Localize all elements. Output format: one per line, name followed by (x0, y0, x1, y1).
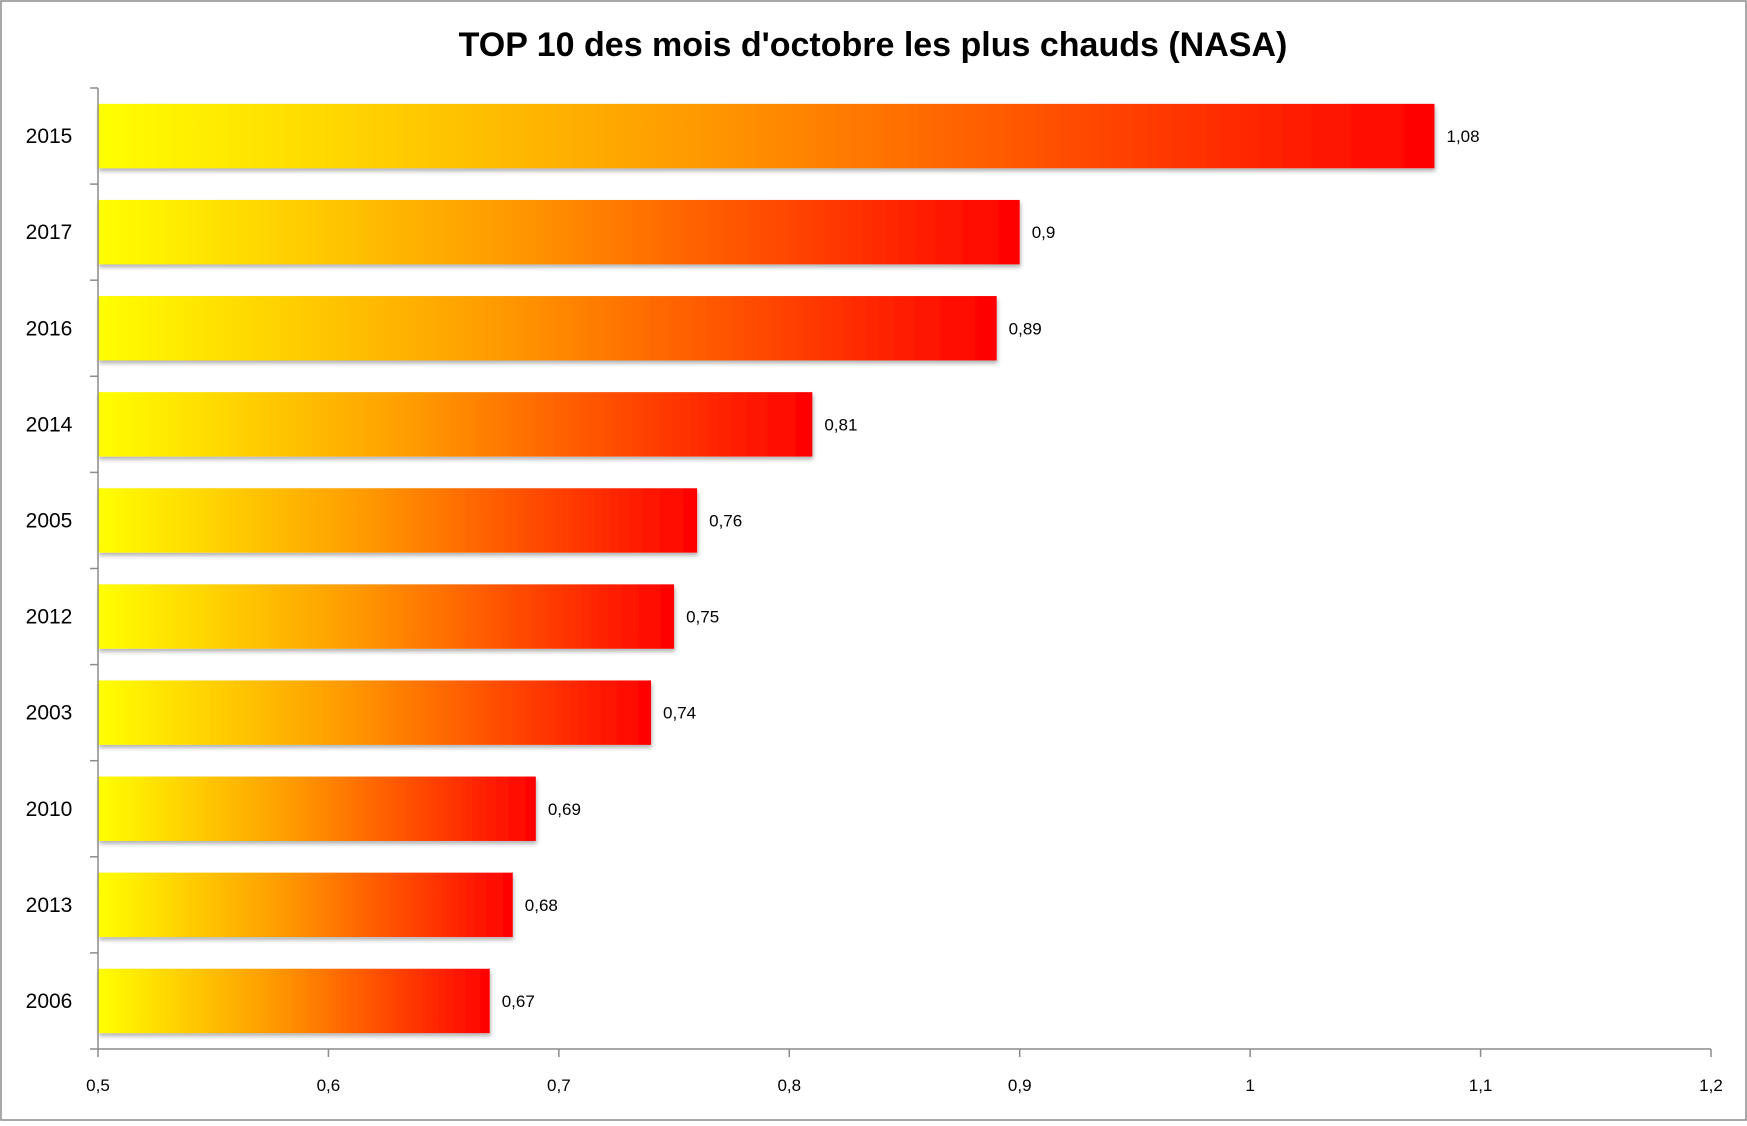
data-label-2010: 0,69 (548, 800, 581, 819)
bar-2005 (98, 488, 698, 553)
x-tick-label: 0,9 (1008, 1076, 1032, 1095)
bar-2003 (98, 680, 652, 745)
bar-2012 (98, 584, 675, 649)
category-label-2003: 2003 (26, 702, 73, 725)
bar-2015 (98, 103, 1435, 169)
category-label-2010: 2010 (26, 798, 73, 821)
x-tick-label: 1,2 (1699, 1076, 1723, 1095)
data-label-2015: 1,08 (1446, 127, 1479, 146)
category-label-2013: 2013 (26, 894, 73, 917)
bar-2017 (98, 199, 1020, 265)
data-label-2005: 0,76 (709, 511, 742, 530)
bar-2013 (98, 872, 513, 938)
x-tick-label: 0,5 (86, 1076, 110, 1095)
x-tick-label: 1 (1245, 1076, 1254, 1095)
bar-2010 (98, 776, 536, 841)
category-label-2005: 2005 (26, 509, 73, 532)
data-label-2006: 0,67 (502, 992, 535, 1011)
data-label-2012: 0,75 (686, 608, 719, 627)
category-label-2015: 2015 (26, 125, 73, 148)
category-label-2012: 2012 (26, 606, 73, 629)
chart-title: TOP 10 des mois d'octobre les plus chaud… (459, 26, 1288, 64)
data-label-2014: 0,81 (824, 415, 857, 434)
bar-2016 (98, 296, 997, 361)
category-label-2017: 2017 (26, 221, 73, 244)
bar-2006 (98, 968, 490, 1034)
x-tick-label: 0,8 (777, 1076, 801, 1095)
x-tick-label: 0,7 (547, 1076, 571, 1095)
data-label-2016: 0,89 (1009, 319, 1042, 338)
x-tick-label: 0,6 (317, 1076, 341, 1095)
category-label-2016: 2016 (26, 317, 73, 340)
category-label-2006: 2006 (26, 990, 73, 1013)
data-label-2017: 0,9 (1032, 223, 1056, 242)
category-label-2014: 2014 (26, 413, 73, 436)
x-tick-label: 1,1 (1469, 1076, 1493, 1095)
data-label-2013: 0,68 (525, 896, 558, 915)
data-label-2003: 0,74 (663, 704, 696, 723)
bar-2014 (98, 392, 813, 457)
